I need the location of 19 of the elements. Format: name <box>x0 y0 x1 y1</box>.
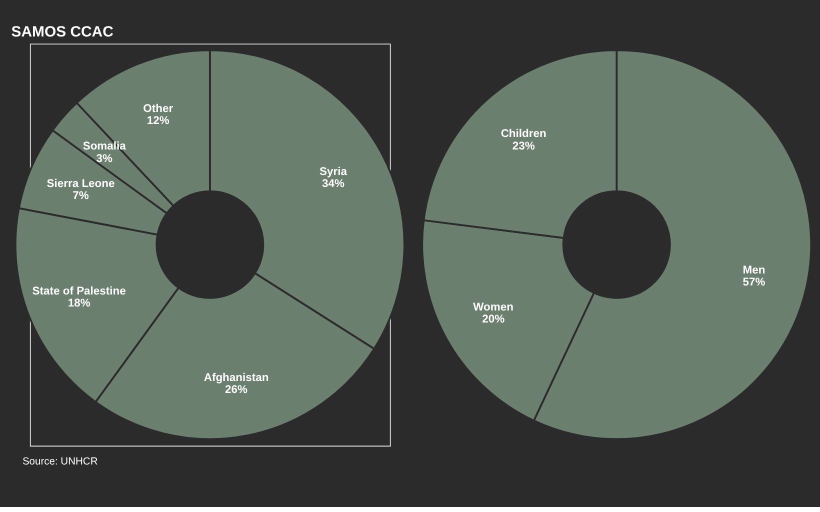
data-label: 12% <box>146 115 170 128</box>
slice-label: Children <box>500 128 546 140</box>
slice-label: Afghanistan <box>204 372 269 384</box>
data-label: 3% <box>96 152 112 165</box>
data-label: 34% <box>322 178 344 190</box>
data-label: 23% <box>512 140 535 152</box>
slice-label: Other <box>143 102 174 115</box>
slice-label: Sierra Leone <box>46 178 115 190</box>
slice-label: Syria <box>319 166 348 178</box>
slice-label: Women <box>473 302 514 314</box>
data-label: 57% <box>742 276 766 289</box>
chart-title: SAMOS CCAC <box>11 24 114 41</box>
slice-label: Men <box>742 264 766 276</box>
source-note: Source: UNHCR <box>22 456 98 468</box>
data-label: 26% <box>225 384 248 396</box>
data-label: 20% <box>482 314 505 326</box>
data-label: 18% <box>68 298 90 310</box>
data-label: 7% <box>72 190 89 202</box>
slice-label: State of Palestine <box>32 286 126 298</box>
